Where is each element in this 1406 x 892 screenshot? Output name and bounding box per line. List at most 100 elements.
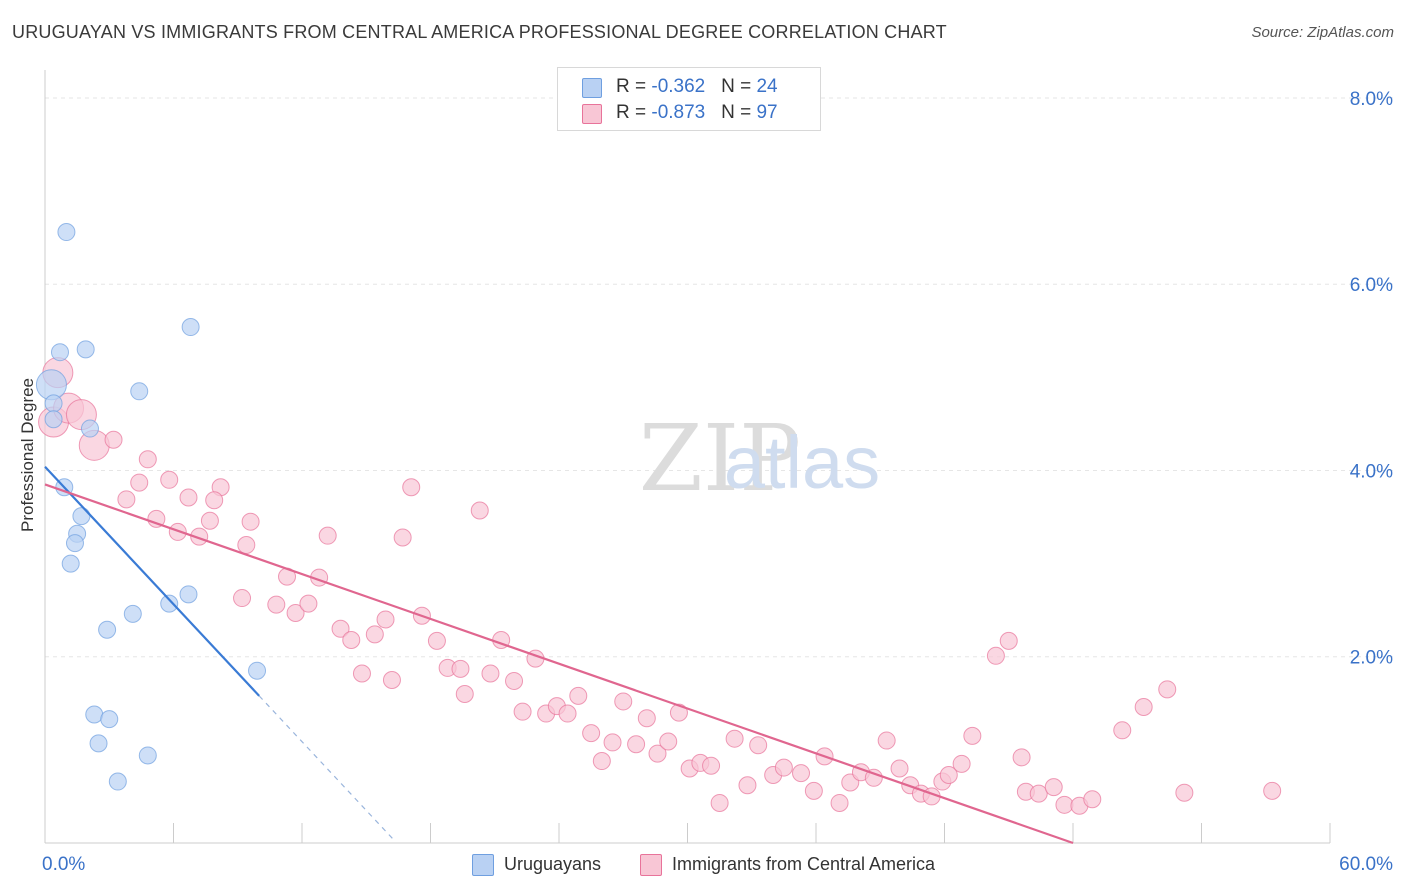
central-america-point: [299, 594, 318, 613]
source-label: Source: ZipAtlas.com: [1251, 24, 1394, 41]
central-america-point: [830, 793, 849, 812]
uruguayan-point: [76, 340, 95, 359]
central-america-point: [233, 589, 252, 608]
central-america-point: [877, 731, 896, 750]
central-america-point: [603, 733, 622, 752]
watermark-zip: ZIP: [639, 405, 801, 512]
central-america-point: [725, 729, 744, 748]
central-america-point: [659, 732, 678, 751]
central-america-point: [582, 724, 601, 743]
central-america-point: [986, 646, 1005, 665]
central-america-point: [1083, 790, 1102, 809]
uruguayan-point: [44, 410, 63, 429]
central-america-point: [637, 709, 656, 728]
central-america-point: [342, 630, 361, 649]
central-america-point: [1012, 748, 1031, 767]
uruguayan-point: [72, 507, 91, 526]
central-america-point: [451, 659, 470, 678]
legend-r-value: -0.362: [651, 76, 706, 97]
central-america-point: [1113, 721, 1132, 740]
legend-r-label: R =: [616, 102, 652, 123]
central-america-point: [237, 535, 256, 554]
central-america-point: [318, 526, 337, 545]
uruguayan-point: [100, 710, 119, 729]
bottom-legend-label-central-america: Immigrants from Central America: [672, 854, 936, 874]
central-america-point: [558, 704, 577, 723]
central-america-point: [179, 488, 198, 507]
y-tick-label: 6.0%: [1350, 275, 1393, 296]
legend-box: R = -0.362 N = 24 R = -0.873 N = 97: [557, 67, 821, 131]
central-america-point: [1175, 783, 1194, 802]
central-america-point: [614, 692, 633, 711]
central-america-point: [804, 781, 823, 800]
central-america-point: [147, 509, 166, 528]
legend-r-label: R =: [616, 76, 652, 97]
central-america-point: [138, 450, 157, 469]
central-america-point: [702, 756, 721, 775]
central-america-point: [963, 726, 982, 745]
uruguayan-point: [57, 223, 76, 242]
central-america-point: [427, 631, 446, 650]
central-america-point: [669, 703, 688, 722]
central-america-point: [569, 686, 588, 705]
legend-r-value: -0.873: [651, 102, 706, 123]
tick-label-layer: 2.0% 4.0% 6.0% 8.0% 0.0% 60.0%: [42, 89, 1393, 875]
central-america-point: [376, 610, 395, 629]
central-america-point: [286, 603, 305, 622]
central-america-point: [393, 528, 412, 547]
uruguayan-trend-line: [44, 465, 260, 697]
uruguayan-point: [160, 594, 179, 613]
uruguayan-point: [85, 705, 104, 724]
central-america-point: [1029, 784, 1048, 803]
legend-swatch-central-america: [582, 104, 602, 124]
uruguayan-point: [98, 620, 117, 639]
central-america-point: [117, 490, 136, 509]
bottom-legend-swatch-uruguayans: [472, 854, 494, 876]
legend-n-value: 24: [756, 76, 778, 97]
central-america-point: [205, 491, 224, 510]
uruguayan-point: [44, 394, 63, 413]
central-america-point: [627, 735, 646, 754]
bottom-legend-label-uruguayans: Uruguayans: [504, 854, 602, 874]
central-america-point: [481, 664, 500, 683]
uruguayan-point: [181, 318, 200, 337]
x-tick-label: 0.0%: [42, 854, 85, 875]
legend-n-label: N =: [721, 76, 757, 97]
points-layer: [35, 223, 1282, 815]
central-america-point: [104, 430, 123, 449]
uruguayan-point: [65, 534, 84, 553]
legend-swatch-uruguayans: [582, 78, 602, 98]
legend-n-label: N =: [721, 102, 757, 123]
central-america-trend-line: [44, 483, 1074, 845]
axis-layer: [44, 70, 1331, 844]
uruguayan-point: [89, 734, 108, 753]
trend-layer: [44, 465, 1074, 845]
chart-title: URUGUAYAN VS IMMIGRANTS FROM CENTRAL AME…: [12, 22, 947, 42]
central-america-point: [331, 619, 350, 638]
central-america-point: [382, 671, 401, 690]
central-america-point: [267, 595, 286, 614]
central-america-point: [168, 522, 187, 541]
central-america-point: [792, 764, 811, 783]
central-america-point: [1044, 778, 1063, 797]
central-america-point: [1055, 795, 1074, 814]
central-america-point: [738, 776, 757, 795]
central-america-point: [952, 754, 971, 773]
central-america-point: [402, 478, 421, 497]
y-tick-label: 8.0%: [1350, 89, 1393, 110]
uruguayan-point: [179, 585, 198, 604]
central-america-point: [513, 702, 532, 721]
central-america-point: [505, 671, 524, 690]
central-america-point: [999, 631, 1018, 650]
central-america-point: [648, 744, 667, 763]
central-america-point: [352, 664, 371, 683]
bottom-legend-swatch-central-america: [640, 854, 662, 876]
grid-layer: [45, 97, 1395, 658]
uruguayan-point: [130, 382, 149, 401]
uruguayan-point: [108, 772, 127, 791]
y-tick-label: 4.0%: [1350, 461, 1393, 482]
central-america-point: [710, 793, 729, 812]
uruguayan-point: [138, 746, 157, 765]
uruguayan-trend-extension: [258, 695, 395, 841]
